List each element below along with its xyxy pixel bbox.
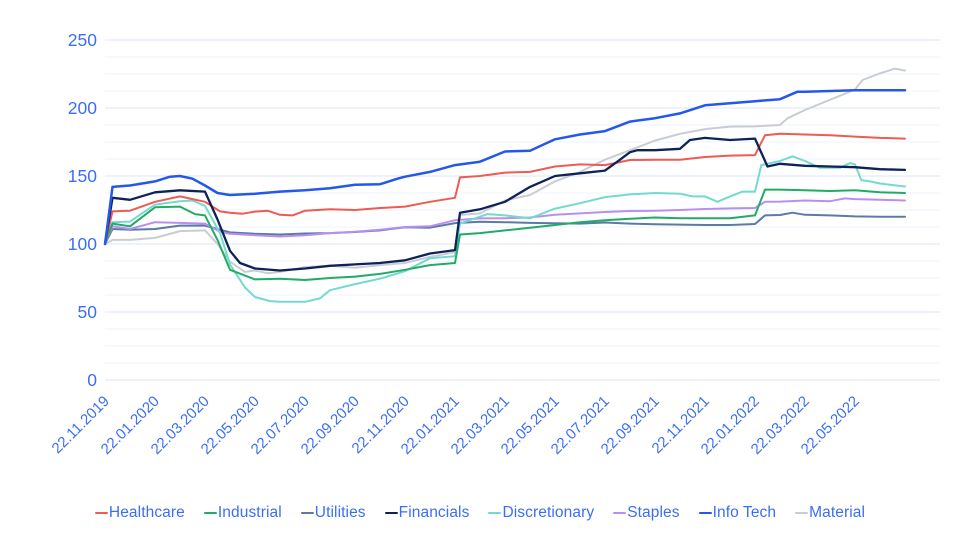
legend-label: Utilities — [314, 504, 366, 521]
legend-dash-icon — [94, 511, 108, 515]
series-line-material — [104, 67, 906, 275]
series-line-financials — [103, 136, 907, 272]
legend-dash-icon — [300, 511, 314, 515]
y-axis-label: 150 — [68, 166, 97, 186]
legend-item-utilities[interactable]: Utilities — [300, 504, 366, 522]
legend-label: Material — [809, 504, 866, 521]
legend-label: Info Tech — [712, 504, 777, 521]
legend-dash-icon — [384, 511, 398, 515]
legend-dash-icon — [203, 511, 217, 515]
legend-item-healthcare[interactable]: Healthcare — [94, 504, 185, 522]
legend-item-industrial[interactable]: Industrial — [203, 504, 282, 522]
legend-dash-icon — [795, 511, 809, 515]
legend-label: Healthcare — [108, 504, 185, 521]
legend-item-material[interactable]: Material — [795, 504, 865, 522]
legend-dash-icon — [613, 511, 627, 515]
series-line-discretionary — [104, 155, 906, 303]
chart-legend: Healthcare Industrial Utilities Financials D… — [0, 504, 960, 522]
series-line-info-tech — [103, 89, 907, 246]
series-line-industrial — [104, 188, 906, 281]
y-axis-label: 100 — [68, 234, 97, 254]
y-axis-label: 0 — [87, 370, 97, 390]
legend-label: Staples — [627, 504, 680, 521]
y-axis-label: 50 — [78, 302, 98, 322]
legend-label: Industrial — [217, 504, 282, 521]
legend-dash-icon — [488, 511, 502, 515]
legend-dash-icon — [698, 511, 712, 515]
legend-item-financials[interactable]: Financials — [384, 504, 470, 522]
legend-item-discretionary[interactable]: Discretionary — [488, 504, 594, 522]
series-line-utilities — [104, 211, 906, 245]
series-line-healthcare — [104, 132, 906, 245]
legend-label: Financials — [398, 504, 470, 521]
legend-label: Discretionary — [502, 504, 595, 521]
y-axis-label: 200 — [68, 98, 97, 118]
legend-item-info-tech[interactable]: Info Tech — [698, 504, 777, 522]
legend-item-staples[interactable]: Staples — [613, 504, 679, 522]
y-axis-label: 250 — [68, 30, 97, 50]
